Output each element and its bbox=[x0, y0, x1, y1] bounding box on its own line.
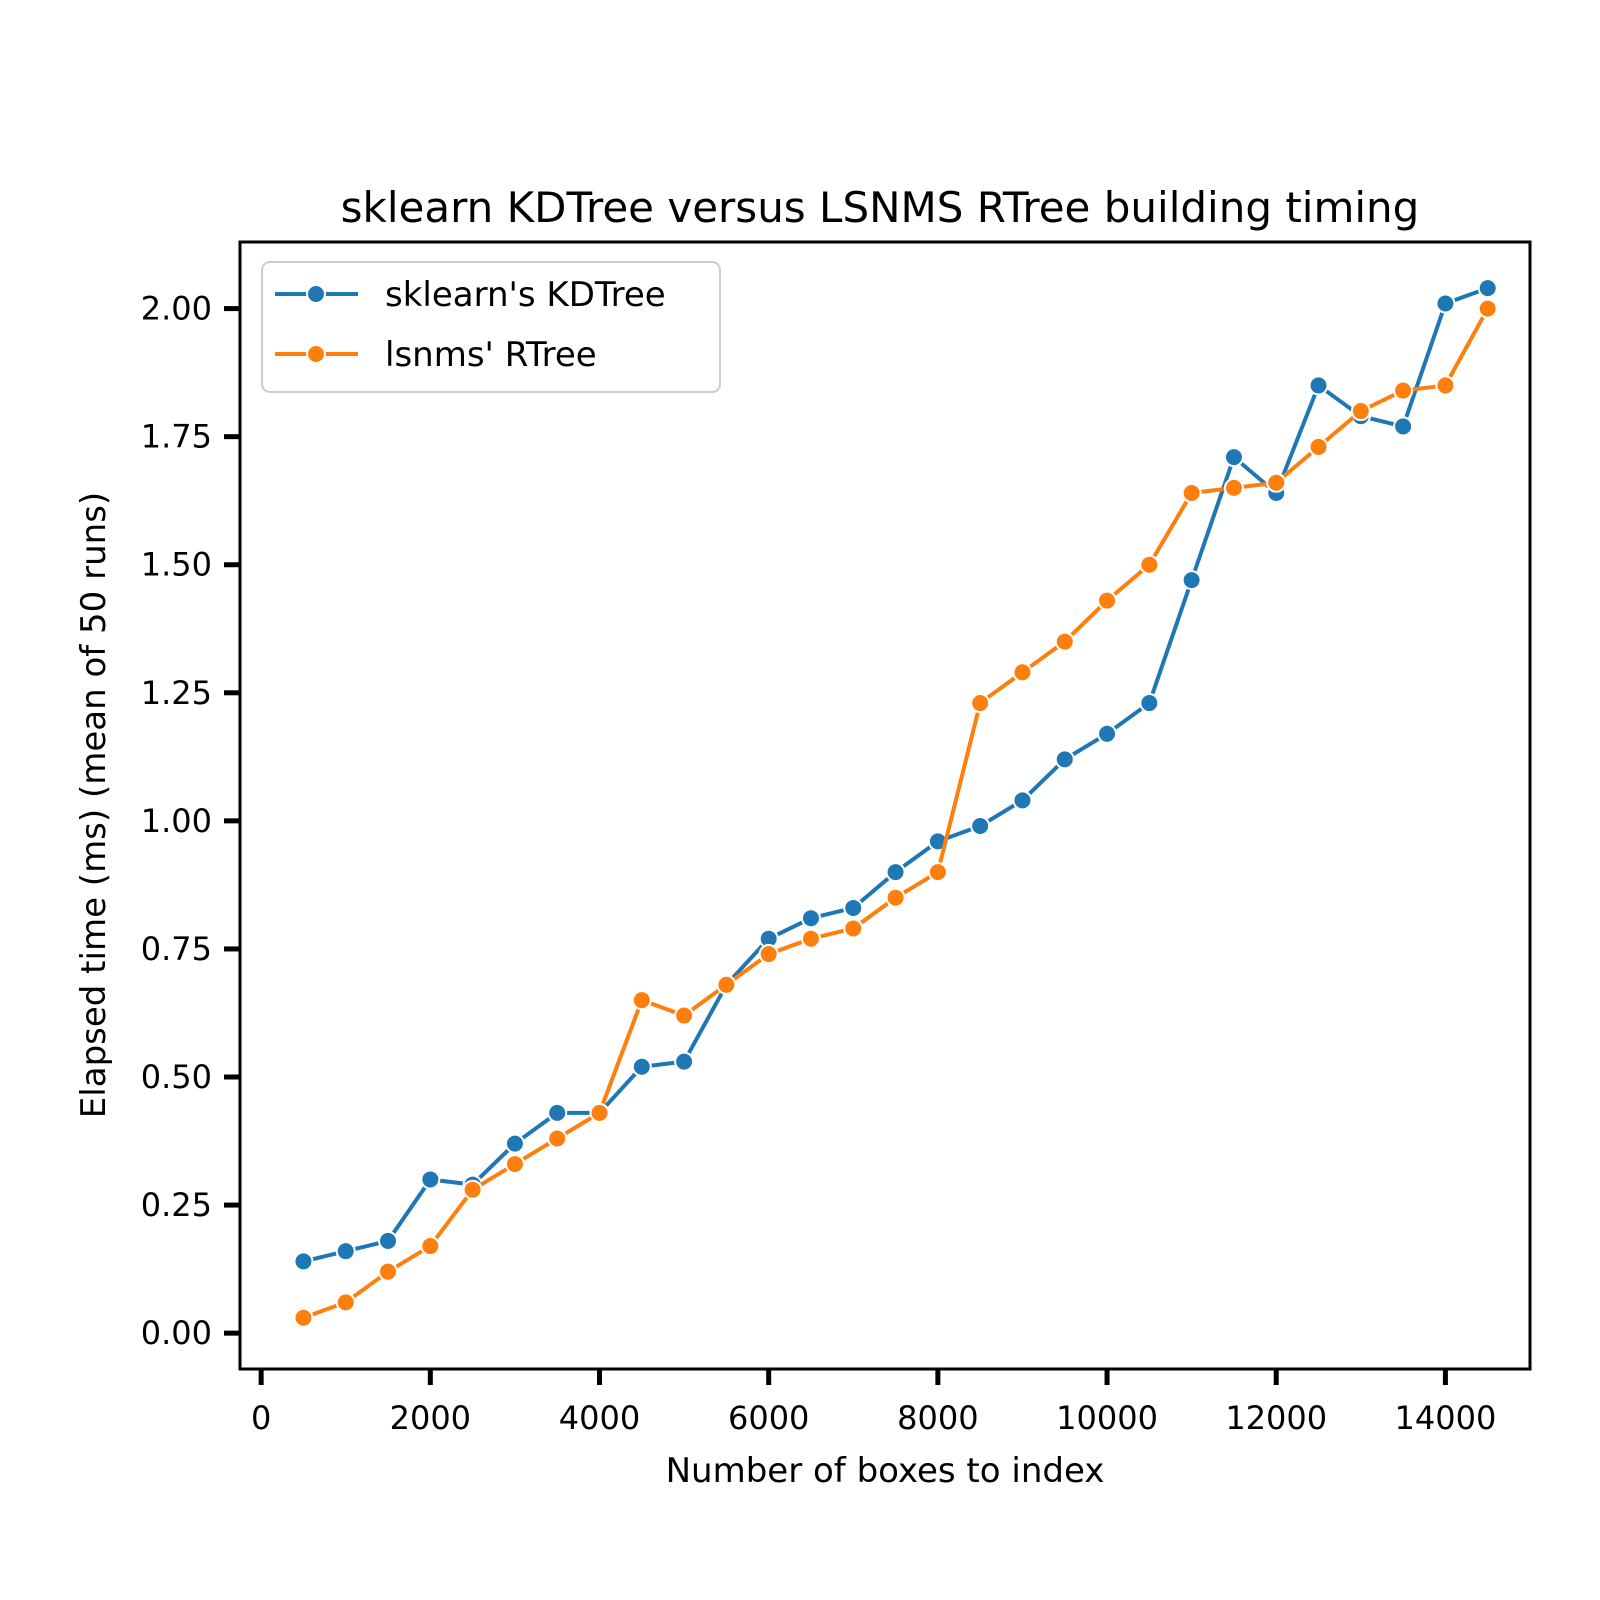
data-point bbox=[843, 897, 864, 918]
data-point bbox=[970, 693, 991, 714]
x-tick-label: 14000 bbox=[1395, 1399, 1497, 1437]
data-point bbox=[462, 1179, 483, 1200]
data-point bbox=[1350, 401, 1371, 422]
data-point bbox=[1477, 298, 1498, 319]
data-point bbox=[1308, 436, 1329, 457]
data-point bbox=[1139, 693, 1160, 714]
legend: sklearn's KDTree lsnms' RTree bbox=[261, 261, 721, 393]
data-point bbox=[504, 1133, 525, 1154]
x-tick-label: 2000 bbox=[390, 1399, 471, 1437]
y-tick-label: 0.25 bbox=[141, 1186, 212, 1224]
data-point bbox=[378, 1230, 399, 1251]
data-point bbox=[758, 944, 779, 965]
plot-frame bbox=[238, 240, 1532, 1371]
data-point bbox=[1435, 293, 1456, 314]
legend-swatch-marker bbox=[306, 344, 326, 364]
y-tick-label: 1.75 bbox=[141, 418, 212, 456]
data-point bbox=[1266, 472, 1287, 493]
data-point bbox=[547, 1128, 568, 1149]
series-layer bbox=[293, 278, 1498, 1328]
y-axis: 0.00 0.25 0.50 0.75 1.00 1.25 1.50 1.75 2.00 bbox=[141, 290, 240, 1352]
data-point bbox=[589, 1102, 610, 1123]
data-point bbox=[378, 1261, 399, 1282]
data-point bbox=[1393, 416, 1414, 437]
x-tick-label: 6000 bbox=[728, 1399, 809, 1437]
data-point bbox=[547, 1102, 568, 1123]
data-point bbox=[843, 918, 864, 939]
data-point bbox=[335, 1241, 356, 1262]
x-tick-label: 8000 bbox=[897, 1399, 978, 1437]
legend-label: sklearn's KDTree bbox=[385, 275, 666, 315]
data-point bbox=[1181, 483, 1202, 504]
data-point bbox=[885, 862, 906, 883]
y-tick-label: 1.25 bbox=[141, 674, 212, 712]
data-point bbox=[293, 1251, 314, 1272]
series-line-0 bbox=[302, 286, 1489, 1264]
x-tick-label: 0 bbox=[251, 1399, 271, 1437]
y-tick-label: 1.00 bbox=[141, 802, 212, 840]
data-point bbox=[631, 990, 652, 1011]
y-tick-label: 0.75 bbox=[141, 930, 212, 968]
y-tick-label: 0.00 bbox=[141, 1314, 212, 1352]
data-point bbox=[1097, 590, 1118, 611]
data-point bbox=[674, 1051, 695, 1072]
data-point bbox=[1012, 662, 1033, 683]
data-point bbox=[1223, 447, 1244, 468]
data-point bbox=[885, 887, 906, 908]
data-point bbox=[1139, 554, 1160, 575]
y-axis-label: Elapsed time (ms) (mean of 50 runs) bbox=[74, 492, 114, 1118]
data-point bbox=[1308, 375, 1329, 396]
y-tick-label: 2.00 bbox=[141, 290, 212, 328]
x-axis-label: Number of boxes to index bbox=[666, 1451, 1105, 1491]
data-point bbox=[800, 908, 821, 929]
data-point bbox=[800, 928, 821, 949]
data-point bbox=[504, 1154, 525, 1175]
data-point bbox=[970, 815, 991, 836]
y-tick-label: 1.50 bbox=[141, 546, 212, 584]
data-point bbox=[631, 1056, 652, 1077]
data-point bbox=[1181, 570, 1202, 591]
x-axis: 0 2000 4000 6000 8000 10000 12000 14000 bbox=[251, 1369, 1496, 1437]
data-point bbox=[335, 1292, 356, 1313]
data-point bbox=[927, 862, 948, 883]
data-point bbox=[1477, 278, 1498, 299]
series-line-1 bbox=[302, 307, 1490, 1320]
data-point bbox=[1054, 749, 1075, 770]
legend-box bbox=[261, 261, 721, 393]
y-tick-label: 0.50 bbox=[141, 1058, 212, 1096]
data-point bbox=[1054, 631, 1075, 652]
chart-title: sklearn KDTree versus LSNMS RTree buildi… bbox=[341, 183, 1420, 232]
legend-swatch-marker bbox=[306, 284, 326, 304]
data-point bbox=[1393, 380, 1414, 401]
data-point bbox=[716, 974, 737, 995]
data-point bbox=[1097, 723, 1118, 744]
data-point bbox=[293, 1307, 314, 1328]
x-tick-label: 12000 bbox=[1225, 1399, 1327, 1437]
data-point bbox=[420, 1236, 441, 1257]
data-point bbox=[1435, 375, 1456, 396]
data-point bbox=[420, 1169, 441, 1190]
legend-label: lsnms' RTree bbox=[385, 335, 597, 375]
data-point bbox=[674, 1005, 695, 1026]
data-point bbox=[1223, 477, 1244, 498]
data-point bbox=[1012, 790, 1033, 811]
x-tick-label: 4000 bbox=[559, 1399, 640, 1437]
x-tick-label: 10000 bbox=[1056, 1399, 1158, 1437]
